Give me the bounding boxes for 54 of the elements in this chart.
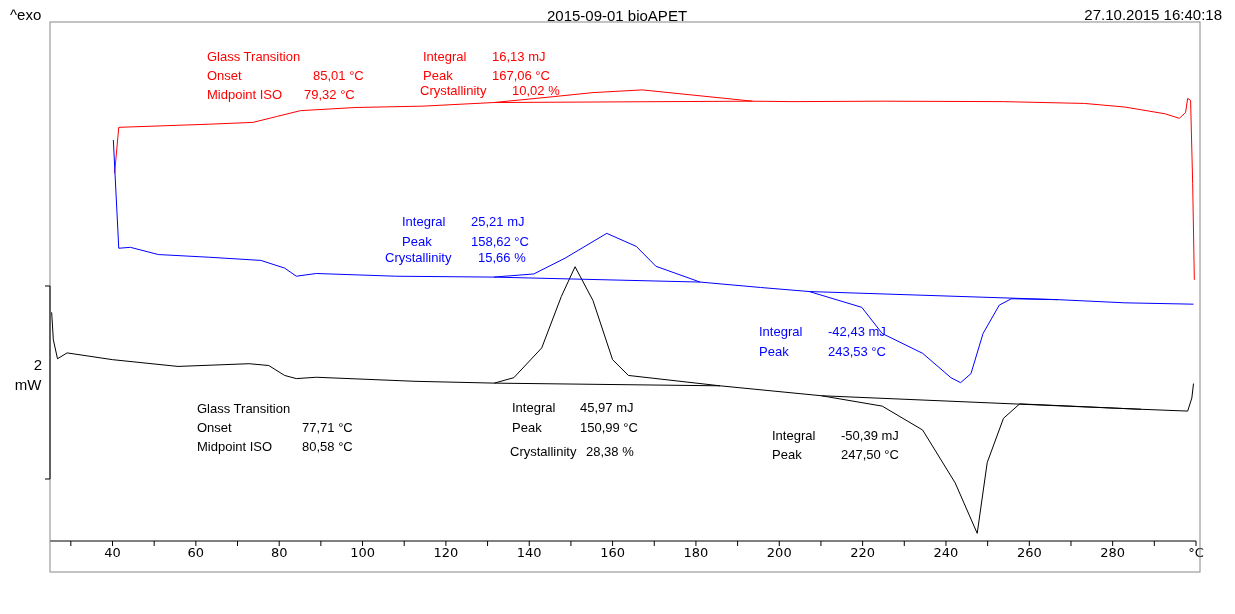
x-tick-label: 240 bbox=[933, 545, 959, 561]
chart-title: 2015-09-01 bioAPET bbox=[546, 6, 688, 24]
text: Glass Transition bbox=[207, 48, 301, 64]
text: 27.10.2015 16:40:18 bbox=[1084, 5, 1222, 23]
annotation: Peak bbox=[772, 446, 803, 462]
x-tick-label: 80 bbox=[270, 545, 288, 561]
annotation: Onset bbox=[197, 419, 233, 435]
annotation: 243,53 °C bbox=[828, 343, 886, 359]
annotation: Integral bbox=[772, 427, 816, 443]
text: 2 bbox=[33, 355, 43, 373]
annotation: Glass Transition bbox=[197, 400, 291, 416]
x-tick-label: 60 bbox=[187, 545, 205, 561]
annotation: Integral bbox=[759, 323, 803, 339]
annotation: 158,62 °C bbox=[471, 233, 529, 249]
annotation: 77,71 °C bbox=[302, 419, 353, 435]
x-tick-label: 200 bbox=[766, 545, 792, 561]
annotation: 25,21 mJ bbox=[471, 213, 525, 229]
annotation: Crystallinity bbox=[420, 82, 487, 98]
text: Peak bbox=[423, 67, 454, 83]
text: 167,06 °C bbox=[492, 67, 550, 83]
annotation: 15,66 % bbox=[478, 249, 527, 265]
annotation: Integral bbox=[512, 399, 556, 415]
x-tick-label: °C bbox=[1188, 545, 1204, 561]
x-tick-label: 100 bbox=[350, 545, 375, 561]
x-tick-label: 180 bbox=[683, 545, 709, 561]
annotation: 28,38 % bbox=[586, 443, 635, 459]
x-tick-label: 280 bbox=[1100, 545, 1126, 561]
annotation: Peak bbox=[512, 419, 543, 435]
annotation: Midpoint ISO bbox=[197, 438, 273, 454]
text: 16,13 mJ bbox=[492, 48, 546, 64]
annotation: 150,99 °C bbox=[580, 419, 638, 435]
annotation: 247,50 °C bbox=[841, 446, 899, 462]
x-tick-label: 260 bbox=[1016, 545, 1042, 561]
text: ^exo bbox=[10, 5, 42, 23]
x-tick-label: 160 bbox=[600, 545, 625, 561]
annotation: Crystallinity bbox=[385, 249, 452, 265]
x-tick-label: 220 bbox=[850, 545, 876, 561]
x-tick-label: 120 bbox=[433, 545, 459, 561]
text: 85,01 °C bbox=[313, 67, 364, 83]
text: Integral bbox=[423, 48, 467, 64]
annotation: Peak bbox=[402, 233, 433, 249]
annotation: Crystallinity bbox=[510, 443, 577, 459]
text: Onset bbox=[207, 67, 243, 83]
x-tick-label: 140 bbox=[516, 545, 542, 561]
annotation: 79,32 °C bbox=[304, 86, 355, 102]
annotation: Midpoint ISO bbox=[207, 86, 283, 102]
text: mW bbox=[14, 375, 43, 393]
annotation: 45,97 mJ bbox=[580, 399, 634, 415]
annotation: Integral bbox=[402, 213, 446, 229]
annotation: -50,39 mJ bbox=[841, 427, 899, 443]
annotation: Peak bbox=[759, 343, 790, 359]
annotation: 80,58 °C bbox=[302, 438, 353, 454]
annotation: 10,02 % bbox=[512, 82, 561, 98]
x-tick-label: 40 bbox=[104, 545, 121, 561]
